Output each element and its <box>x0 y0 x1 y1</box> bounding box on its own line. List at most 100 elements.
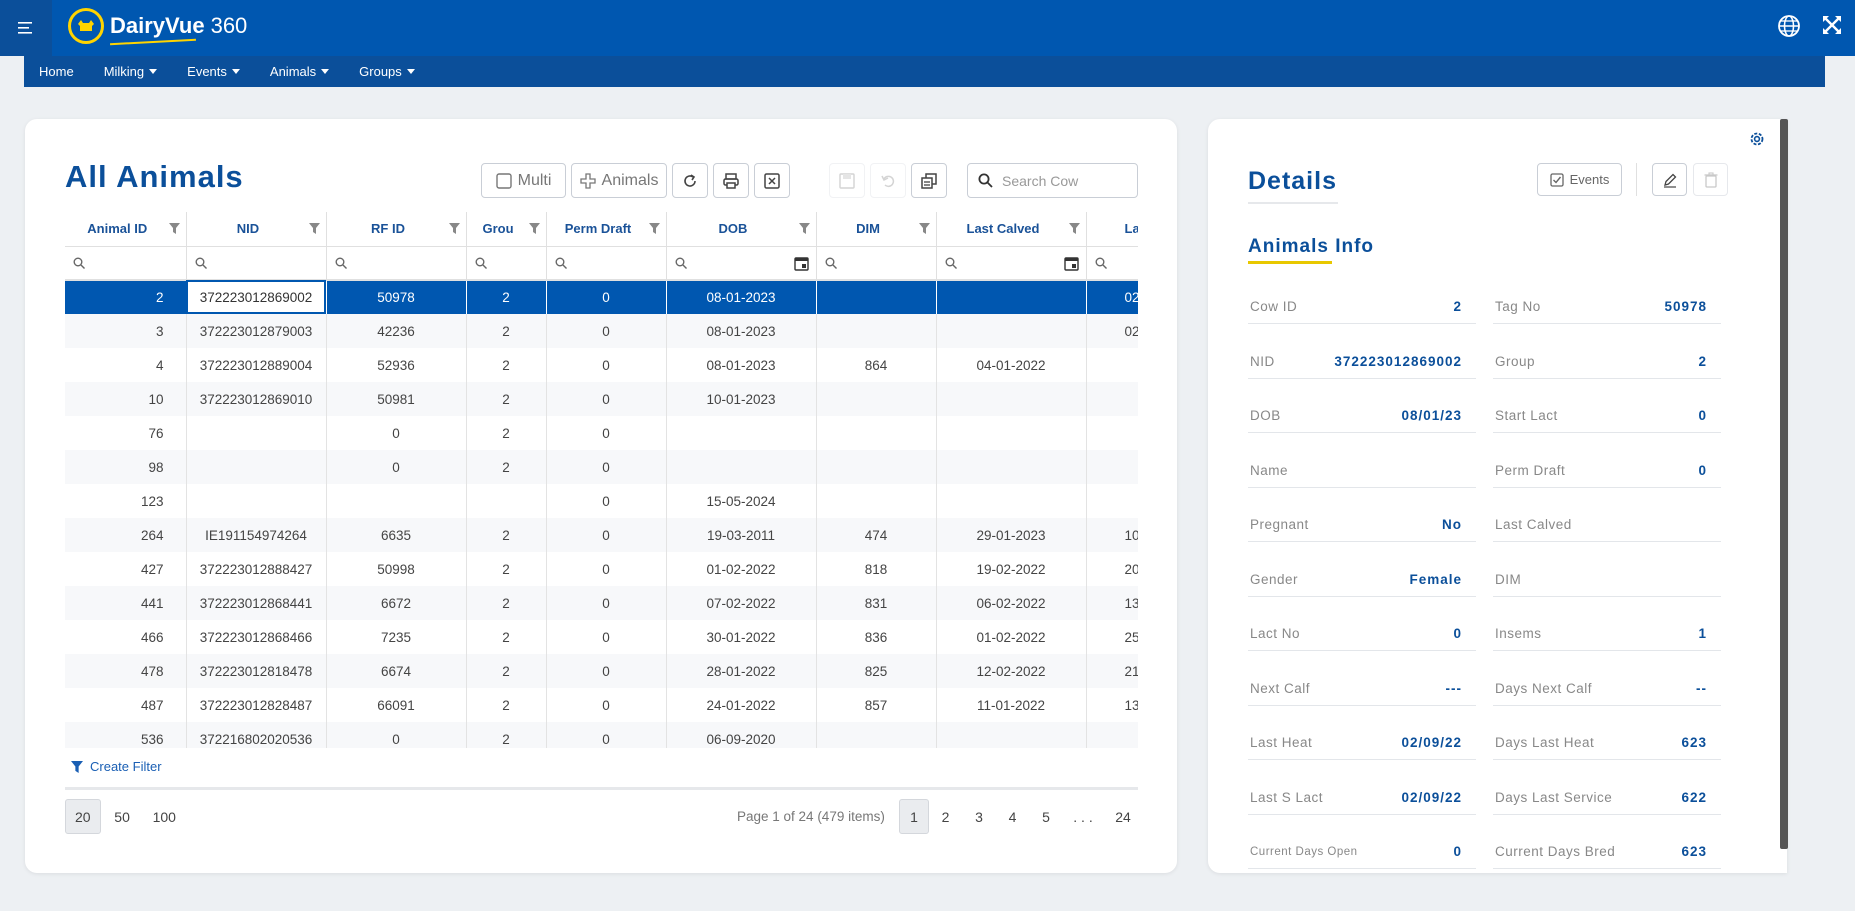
col-header-dob[interactable]: DOB <box>666 212 817 247</box>
cell-nid[interactable]: 372223012868466 <box>186 620 327 654</box>
cell-dim[interactable] <box>816 484 937 518</box>
cell-dim[interactable] <box>816 450 937 484</box>
cell-group[interactable]: 2 <box>466 314 547 348</box>
add-animals-button[interactable]: Animals <box>571 163 667 198</box>
cell-dob[interactable]: 19-03-2011 <box>666 518 817 552</box>
cell-rf-id[interactable]: 50981 <box>326 382 467 416</box>
calendar-icon[interactable] <box>793 256 809 271</box>
cell-dob[interactable]: 08-01-2023 <box>666 348 817 382</box>
cell-rf-id[interactable]: 6635 <box>326 518 467 552</box>
cell-dim[interactable] <box>816 382 937 416</box>
cell-rf-id[interactable] <box>326 484 467 518</box>
cell-dob[interactable]: 15-05-2024 <box>666 484 817 518</box>
cell-animal-id[interactable]: 2 <box>65 280 187 314</box>
cell-last-calved[interactable] <box>936 450 1087 484</box>
cell-last-calved[interactable] <box>936 314 1087 348</box>
cell-nid[interactable] <box>186 484 327 518</box>
cell-truncated[interactable]: 21 <box>1086 654 1138 688</box>
cell-rf-id[interactable]: 42236 <box>326 314 467 348</box>
gear-icon[interactable] <box>1748 130 1766 148</box>
col-header-group[interactable]: Grou <box>466 212 547 247</box>
menu-home[interactable]: Home <box>39 64 74 79</box>
table-row[interactable]: 441 372223012868441 6672 2 0 07-02-2022 831 06-… <box>65 586 1138 620</box>
table-row[interactable]: 427 372223012888427 50998 2 0 01-02-2022 818 19… <box>65 552 1138 586</box>
filter-icon[interactable] <box>308 223 320 234</box>
table-row[interactable]: 536 372216802020536 0 2 0 06-09-2020 <box>65 722 1138 748</box>
search-cow[interactable] <box>967 163 1138 198</box>
page-1[interactable]: 1 <box>899 799 929 834</box>
search-input[interactable] <box>1002 172 1122 189</box>
cell-perm-draft[interactable]: 0 <box>546 552 667 586</box>
cell-rf-id[interactable]: 0 <box>326 416 467 450</box>
page-24[interactable]: 24 <box>1115 808 1131 825</box>
cell-truncated[interactable]: 13 <box>1086 688 1138 722</box>
col-header-dim[interactable]: DIM <box>816 212 937 247</box>
cell-truncated[interactable]: 25 <box>1086 620 1138 654</box>
cell-last-calved[interactable]: 01-02-2022 <box>936 620 1087 654</box>
cell-dob[interactable]: 24-01-2022 <box>666 688 817 722</box>
page-ellipsis[interactable]: . . . <box>1073 808 1093 825</box>
cell-rf-id[interactable]: 0 <box>326 722 467 748</box>
globe-icon[interactable] <box>1777 14 1801 38</box>
filter-cell[interactable] <box>186 246 327 281</box>
cell-dim[interactable]: 857 <box>816 688 937 722</box>
cell-last-calved[interactable]: 11-01-2022 <box>936 688 1087 722</box>
cell-nid[interactable]: 372223012888427 <box>186 552 327 586</box>
cell-truncated[interactable]: 20 <box>1086 552 1138 586</box>
details-scrollbar[interactable] <box>1780 119 1788 849</box>
filter-cell[interactable] <box>816 246 937 281</box>
cell-dob[interactable]: 08-01-2023 <box>666 280 817 314</box>
col-header-animal-id[interactable]: Animal ID <box>65 212 187 247</box>
cell-group[interactable]: 2 <box>466 552 547 586</box>
cell-animal-id[interactable]: 3 <box>65 314 187 348</box>
cell-perm-draft[interactable]: 0 <box>546 280 667 314</box>
cell-animal-id[interactable]: 427 <box>65 552 187 586</box>
page-4[interactable]: 4 <box>1008 808 1017 825</box>
cell-dob[interactable]: 30-01-2022 <box>666 620 817 654</box>
page-5[interactable]: 5 <box>1042 808 1050 825</box>
cell-animal-id[interactable]: 123 <box>65 484 187 518</box>
cell-animal-id[interactable]: 4 <box>65 348 187 382</box>
cell-perm-draft[interactable]: 0 <box>546 586 667 620</box>
cell-truncated[interactable]: 13 <box>1086 586 1138 620</box>
table-row[interactable]: 10 372223012869010 50981 2 0 10-01-2023 <box>65 382 1138 416</box>
calendar-icon[interactable] <box>1063 256 1079 271</box>
table-row[interactable]: 4 372223012889004 52936 2 0 08-01-2023 864 04-0… <box>65 348 1138 382</box>
cell-truncated[interactable] <box>1086 348 1138 382</box>
cell-truncated[interactable] <box>1086 382 1138 416</box>
cell-group[interactable]: 2 <box>466 382 547 416</box>
cell-dim[interactable] <box>816 722 937 748</box>
cell-group[interactable]: 2 <box>466 654 547 688</box>
cell-animal-id[interactable]: 264 <box>65 518 187 552</box>
cell-dim[interactable]: 831 <box>816 586 937 620</box>
cell-dim[interactable]: 474 <box>816 518 937 552</box>
cell-group[interactable]: 2 <box>466 450 547 484</box>
page-size-100[interactable]: 100 <box>152 808 176 825</box>
cell-nid[interactable]: IE191154974264 <box>186 518 327 552</box>
cell-dob[interactable]: 28-01-2022 <box>666 654 817 688</box>
delete-button[interactable] <box>1693 163 1728 196</box>
cell-nid[interactable] <box>186 450 327 484</box>
undo-button[interactable] <box>870 163 906 198</box>
filter-cell[interactable] <box>466 246 547 281</box>
cell-dob[interactable]: 08-01-2023 <box>666 314 817 348</box>
table-row[interactable]: 123 0 15-05-2024 <box>65 484 1138 518</box>
cell-group[interactable]: 2 <box>466 722 547 748</box>
cell-perm-draft[interactable]: 0 <box>546 484 667 518</box>
page-size-20[interactable]: 20 <box>65 799 101 834</box>
menu-toggle-button[interactable] <box>0 0 52 56</box>
cell-group[interactable]: 2 <box>466 620 547 654</box>
cell-perm-draft[interactable]: 0 <box>546 688 667 722</box>
cell-animal-id[interactable]: 487 <box>65 688 187 722</box>
filter-icon[interactable] <box>918 223 930 234</box>
cell-last-calved[interactable]: 19-02-2022 <box>936 552 1087 586</box>
cell-group[interactable]: 2 <box>466 586 547 620</box>
cell-perm-draft[interactable]: 0 <box>546 620 667 654</box>
cell-nid[interactable]: 372223012868441 <box>186 586 327 620</box>
export-excel-button[interactable] <box>754 163 790 198</box>
filter-icon[interactable] <box>798 223 810 234</box>
cell-group[interactable] <box>466 484 547 518</box>
cell-rf-id[interactable]: 6674 <box>326 654 467 688</box>
cell-group[interactable]: 2 <box>466 280 547 314</box>
